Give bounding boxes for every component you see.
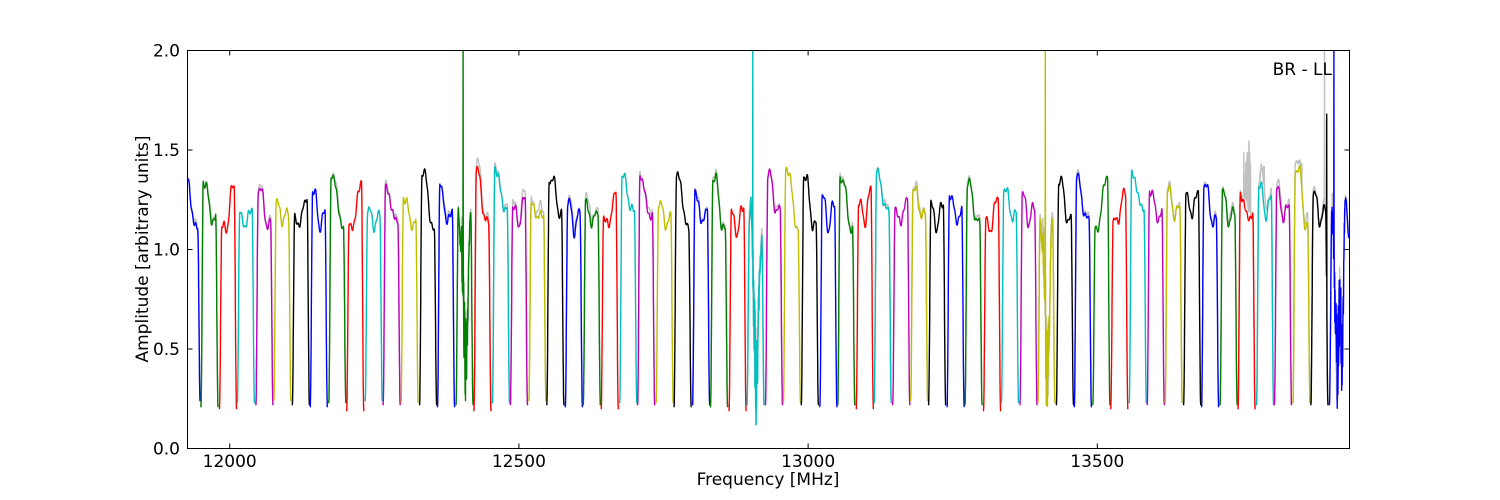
y-tick-label: 1.0: [153, 241, 180, 261]
bandpass-spw-37: [855, 185, 874, 410]
y-tick-label: 2.0: [153, 42, 180, 62]
y-tick-label: 1.5: [153, 141, 180, 161]
bandpass-curves: [187, 50, 1350, 426]
raw-bandpass-spw-22: [582, 191, 601, 406]
y-tick-label: 0.5: [153, 340, 180, 360]
bandpass-spw-20: [546, 175, 565, 406]
correlation-annotation: BR - LL: [1272, 60, 1332, 80]
bandpass-spw-61: [1292, 164, 1311, 404]
bandpass-spw-8: [328, 174, 347, 404]
y-axis-label: Amplitude [arbitrary units]: [133, 135, 153, 363]
bandpass-spw-9: [346, 180, 365, 412]
bandpass-spw-25: [636, 175, 656, 406]
bandpass-spw-7: [309, 188, 328, 408]
bandpass-spw-43: [964, 177, 983, 406]
bandpass-spw-3: [236, 207, 256, 404]
bandpass-spw-36: [837, 176, 856, 406]
bandpass-spw-48: [1055, 175, 1075, 406]
bandpass-spw-27: [673, 171, 692, 408]
bandpass-spw-51: [1110, 187, 1129, 410]
bandpass-spw-34: [800, 173, 820, 406]
bandpass-spw-54: [1164, 184, 1183, 404]
bandpass-spw-53: [1146, 189, 1165, 406]
bandpass-spw-19: [528, 201, 547, 402]
x-tick-label: 13500: [1070, 452, 1124, 472]
bandpass-spw-6: [291, 198, 311, 406]
x-axis-label: Frequency [MHz]: [696, 470, 840, 490]
bandpass-spw-11: [382, 183, 401, 406]
tick-labels: 12000 12500 13000 13500 0.0 0.5 1.0 1.5 2.0: [153, 42, 1124, 473]
bandpass-spw-57: [1219, 188, 1238, 406]
bandpass-spw-56: [1200, 183, 1220, 408]
bandpass-spw-40: [909, 185, 929, 402]
bandpass-spw-0: [187, 175, 201, 402]
bandpass-spw-33: [782, 166, 802, 404]
bandpass-spw-55: [1182, 189, 1202, 406]
bandpass-spw-42: [946, 195, 965, 408]
bandpass-spw-59: [1255, 181, 1275, 406]
bandpass-spw-2: [218, 184, 238, 410]
bandpass-spw-47: [1037, 50, 1056, 408]
raw-bandpass-spw-17: [491, 162, 511, 404]
bandpass-spw-35: [819, 194, 838, 408]
x-tick-label: 12500: [492, 452, 546, 472]
bandpass-spw-10: [364, 206, 383, 402]
bandpass-spw-29: [709, 172, 729, 408]
bandpass-spw-1: [200, 180, 219, 408]
bandpass-spw-30: [728, 205, 747, 412]
bandpass-spw-12: [400, 196, 419, 404]
bandpass-spw-14: [436, 183, 456, 408]
bandpass-spw-23: [600, 191, 619, 410]
bandpass-spw-52: [1128, 169, 1147, 404]
bandpass-spw-18: [509, 196, 529, 406]
bandpass-spw-41: [927, 199, 947, 406]
x-tick-label: 12000: [203, 452, 257, 472]
bandpass-spw-63: [1328, 50, 1350, 409]
y-tick-label: 0.0: [153, 440, 180, 460]
bandpass-spw-15: [455, 50, 474, 406]
bandpass-spw-45: [1000, 187, 1020, 404]
bandpass-spw-4: [255, 187, 274, 406]
raw-bandpass-spw-18: [509, 188, 529, 406]
bandpass-spw-16: [473, 165, 492, 412]
bandpass-spw-26: [655, 200, 674, 404]
bandpass-spw-39: [892, 197, 911, 406]
bandpass-spw-49: [1073, 172, 1093, 408]
raw-bandpass-spw-59: [1255, 163, 1275, 406]
bandpass-spw-24: [619, 172, 638, 404]
raw-bandpass-spw-58: [1237, 140, 1256, 410]
bandpass-spw-32: [764, 168, 784, 406]
bandpass-spw-31: [746, 50, 765, 426]
bandpass-spw-28: [691, 189, 711, 406]
bandpass-spw-62: [1310, 113, 1329, 406]
bandpass-spw-22: [582, 198, 601, 406]
raw-bandpass-spw-8: [328, 172, 347, 404]
bandpass-spw-21: [564, 197, 584, 408]
raw-bandpass-spw-19: [528, 195, 547, 402]
bandpass-spw-50: [1092, 175, 1111, 406]
bandpass-spw-5: [273, 198, 292, 402]
raw-bandpass-spw-0: [187, 174, 201, 402]
bandpass-spw-58: [1237, 191, 1256, 410]
raw-bandpass-spw-36: [837, 172, 856, 406]
bandpass-spw-38: [873, 167, 892, 404]
axis-ticks: [187, 50, 1350, 449]
bandpass-spw-44: [982, 196, 1002, 412]
x-tick-label: 13000: [781, 452, 835, 472]
bandpass-spw-46: [1019, 191, 1038, 406]
bandpass-spw-13: [418, 168, 438, 406]
bandpass-spw-60: [1273, 185, 1293, 406]
bandpass-spw-17: [491, 166, 511, 404]
